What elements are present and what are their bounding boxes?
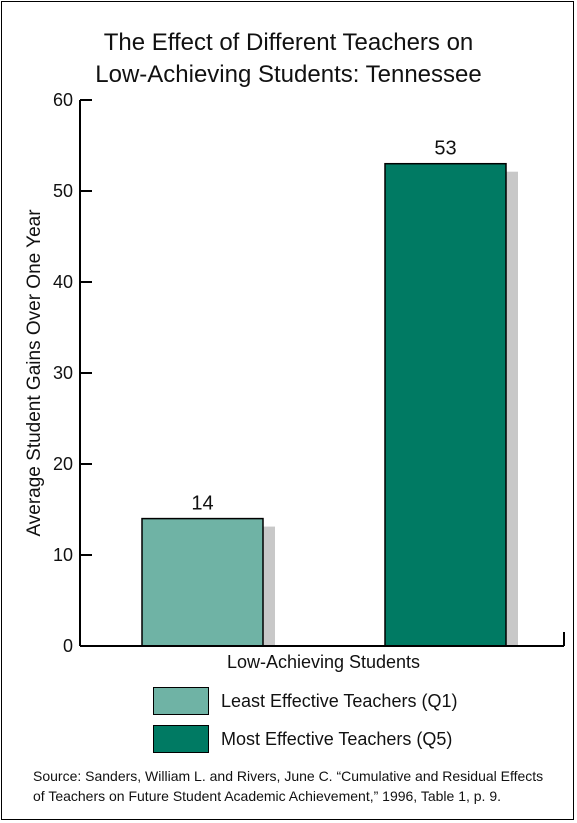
legend-swatch-q1 [153, 687, 209, 715]
y-tick-label-50: 50 [53, 181, 73, 201]
legend-label-q1: Least Effective Teachers (Q1) [221, 690, 458, 711]
legend-item-q1: Least Effective Teachers (Q1) [153, 686, 457, 716]
chart-title-line-2: Low-Achieving Students: Tennessee [95, 61, 482, 88]
x-axis-label: Low-Achieving Students [226, 652, 421, 672]
chart-title-line-1: The Effect of Different Teachers on [103, 29, 474, 56]
bar-q1 [141, 517, 264, 647]
legend-item-q5: Most Effective Teachers (Q5) [153, 724, 452, 754]
bar-shadow-q5 [506, 171, 518, 646]
y-tick-label-10: 10 [53, 545, 73, 565]
legend-swatch-q5 [153, 725, 209, 753]
bar-q5 [384, 162, 507, 647]
source-note: Source: Sanders, William L. and Rivers, … [33, 766, 543, 806]
bar-shadow-q1 [263, 526, 275, 646]
source-line-2: of Teachers on Future Student Academic A… [33, 788, 501, 804]
legend-label-q5: Most Effective Teachers (Q5) [221, 728, 453, 749]
y-tick-label-0: 0 [63, 636, 73, 656]
data-label-q5: 53 [434, 138, 456, 160]
y-tick-label-30: 30 [53, 363, 73, 383]
y-tick-label-60: 60 [53, 90, 73, 110]
data-label-q1: 14 [191, 493, 213, 515]
y-tick-label-40: 40 [53, 272, 73, 292]
y-tick-label-20: 20 [53, 454, 73, 474]
y-axis-label: Average Student Gains Over One Year [24, 209, 45, 537]
source-line-1: Source: Sanders, William L. and Rivers, … [33, 768, 544, 784]
